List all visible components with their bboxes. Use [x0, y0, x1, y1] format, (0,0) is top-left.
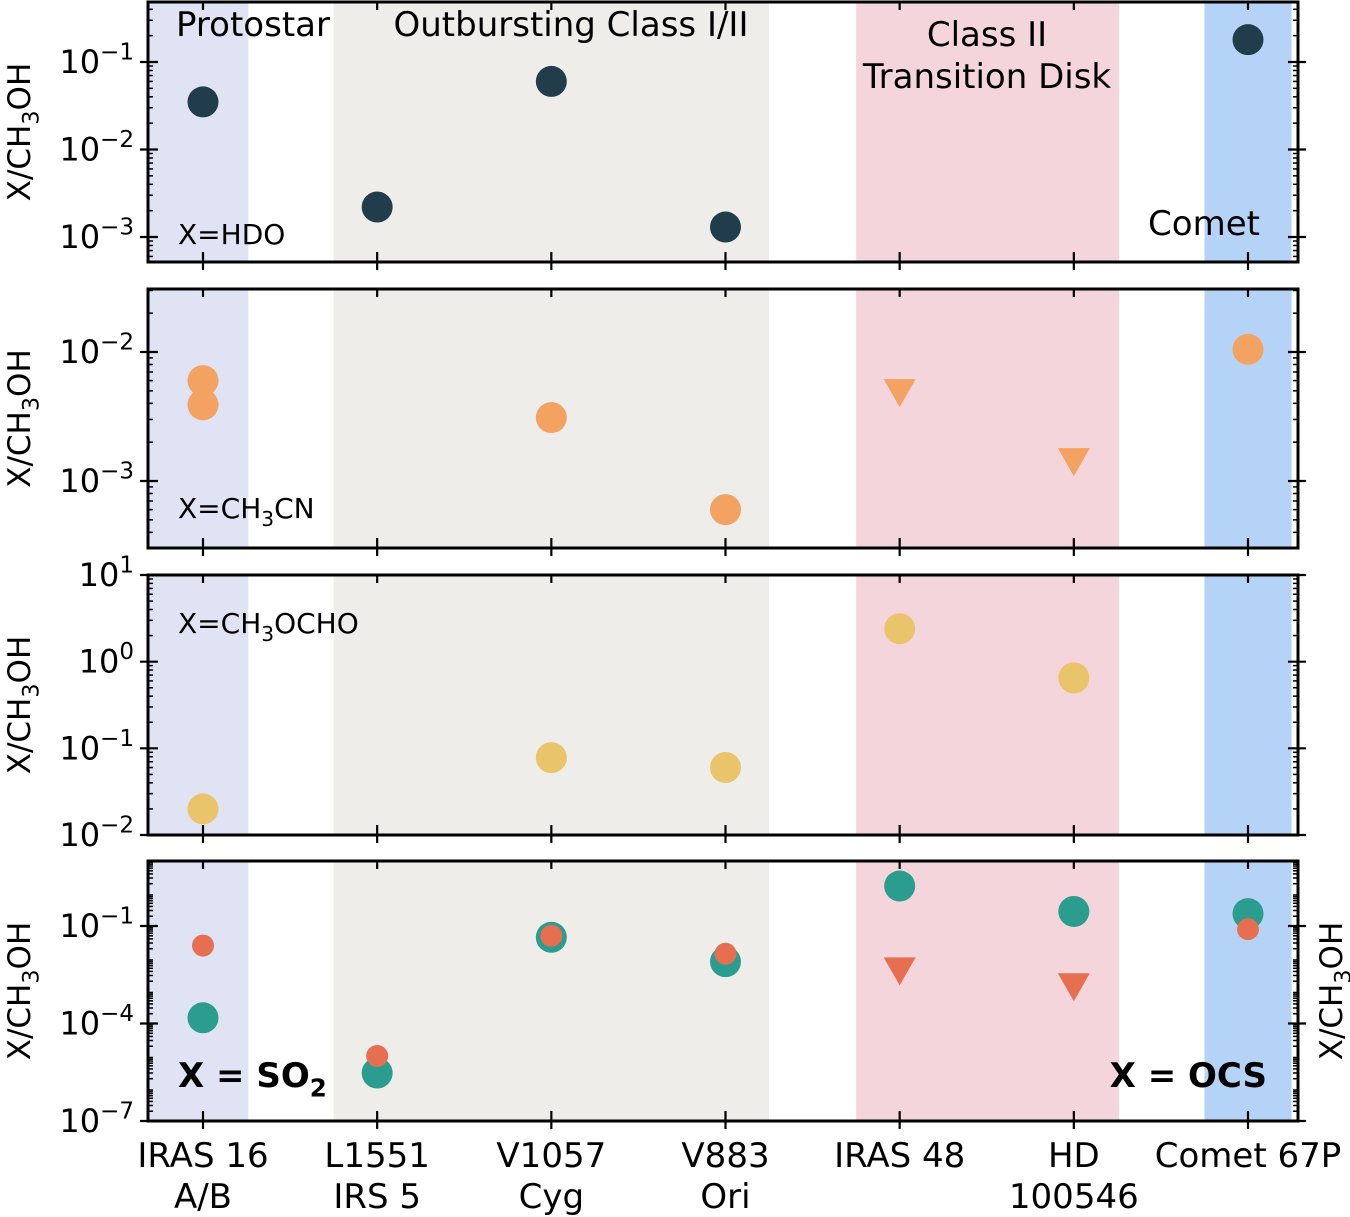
- axes-frame: [146, 573, 1300, 837]
- panel-4: 10−1 10−4 10−7 X/CH3OH X/CH3OH X = SO2 X = OCS: [2, 859, 1350, 1140]
- y-axis-label: X/CH3OH: [2, 63, 45, 202]
- region-band: [856, 2, 1120, 262]
- data-point-upper-limit: [883, 379, 916, 408]
- data-point-upper-limit: [883, 957, 916, 986]
- y-tick-label: 10−4: [59, 1001, 134, 1042]
- region-band: [148, 861, 249, 1121]
- panel-annotation: X=CH3OCHO: [178, 607, 359, 646]
- data-point: [187, 793, 219, 825]
- panel-3: 101 100 10−1 10−2 X/CH3OH X=CH3OCHO: [2, 553, 1306, 854]
- data-point: [710, 752, 741, 784]
- axes-frame: [146, 859, 1300, 1123]
- y-tick-label: 10−2: [59, 127, 134, 168]
- region-label: Class II: [927, 15, 1047, 55]
- axes-frame: [146, 0, 1300, 264]
- data-point: [192, 934, 214, 957]
- data-point: [1232, 24, 1264, 56]
- y-tick-label: 10−2: [59, 813, 134, 854]
- region-label: Transition Disk: [862, 57, 1112, 97]
- panel-annotation: X=HDO: [178, 218, 285, 251]
- x-tick-label: HD: [1048, 1136, 1100, 1176]
- panel-2: 10−2 10−3 X/CH3OH X=CH3CN: [2, 287, 1306, 556]
- data-point: [535, 742, 567, 774]
- region-band: [856, 289, 1120, 548]
- data-point-upper-limit: [1057, 973, 1090, 1002]
- y-tick-label: 10−2: [59, 330, 134, 371]
- data-point: [710, 494, 741, 526]
- x-tick-label: V883: [681, 1136, 769, 1176]
- data-point: [1232, 333, 1264, 365]
- x-tick-label: V1057: [496, 1136, 606, 1176]
- y-axis-label-right: X/CH3OH: [1314, 922, 1350, 1061]
- panel-annotation: X=CH3CN: [178, 492, 315, 531]
- x-tick-label: IRAS 16: [137, 1136, 268, 1176]
- y-tick-label: 10−3: [59, 215, 134, 256]
- y-axis-label: X/CH3OH: [2, 636, 45, 775]
- y-tick-label: 101: [79, 553, 134, 594]
- x-tick-label: 100546: [1009, 1177, 1139, 1217]
- data-point: [535, 65, 567, 97]
- data-point-upper-limit: [1057, 448, 1090, 477]
- data-point: [714, 942, 737, 965]
- region-band: [333, 2, 770, 262]
- y-tick-label: 10−7: [59, 1099, 134, 1140]
- data-point: [540, 924, 563, 947]
- data-point: [361, 1057, 393, 1089]
- data-point: [710, 211, 741, 243]
- y-tick-label: 10−1: [59, 904, 134, 945]
- data-point: [1058, 662, 1090, 694]
- x-tick-label: IRS 5: [333, 1177, 421, 1217]
- y-axis-label: X/CH3OH: [2, 922, 45, 1061]
- x-tick-label: Cyg: [519, 1177, 584, 1217]
- data-point: [884, 870, 916, 902]
- data-point: [187, 1002, 219, 1034]
- data-point: [187, 365, 219, 397]
- region-band: [333, 575, 770, 835]
- x-tick-label: L1551: [324, 1136, 429, 1176]
- x-tick-label: Ori: [700, 1177, 750, 1217]
- region-label: Protostar: [176, 5, 330, 45]
- panel-1: 10−1 10−2 10−3 X/CH3OH X=HDO: [2, 0, 1306, 270]
- data-point: [535, 402, 567, 434]
- y-tick-label: 10−3: [59, 459, 134, 500]
- so2-annotation: X = SO2: [178, 1056, 327, 1103]
- region-label: Comet: [1148, 204, 1260, 244]
- region-label: Outbursting Class I/II: [394, 5, 749, 45]
- data-point: [1058, 895, 1090, 927]
- x-tick-label: A/B: [174, 1177, 232, 1217]
- axes-frame: [146, 287, 1300, 550]
- region-band: [333, 861, 770, 1121]
- y-tick-label: 10−1: [59, 40, 134, 81]
- data-point: [884, 613, 916, 645]
- x-tick-label: IRAS 48: [834, 1136, 965, 1176]
- ocs-annotation: X = OCS: [1110, 1056, 1267, 1096]
- data-point: [366, 1045, 389, 1067]
- x-tick-label: Comet 67P: [1155, 1136, 1342, 1176]
- region-band: [148, 2, 249, 262]
- data-point: [1237, 918, 1259, 941]
- y-axis-label: X/CH3OH: [2, 349, 45, 488]
- data-point: [361, 191, 393, 223]
- data-point: [187, 389, 219, 421]
- region-band: [1204, 289, 1292, 548]
- region-band: [1204, 575, 1292, 835]
- region-band: [148, 575, 249, 835]
- data-point: [187, 86, 219, 118]
- y-tick-label: 10−1: [59, 726, 134, 767]
- y-tick-label: 100: [79, 639, 134, 680]
